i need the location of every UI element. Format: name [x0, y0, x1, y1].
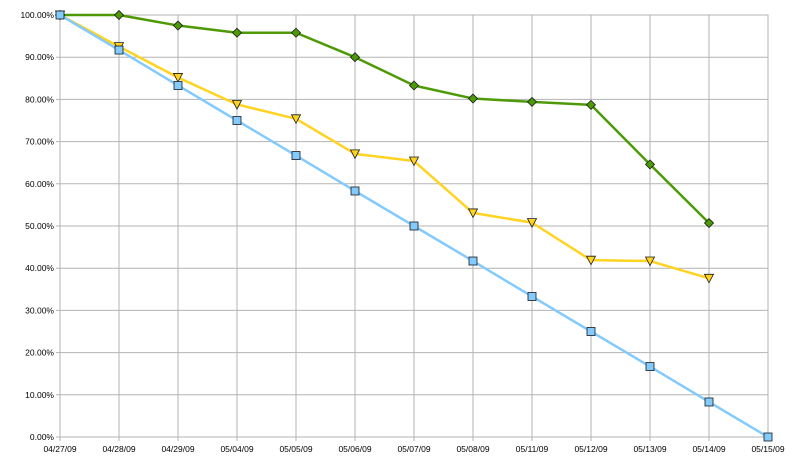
- series-1-point: [113, 9, 125, 21]
- series-1-point: [349, 52, 361, 63]
- y-axis-ticks: 0.00% 10.00% 20.00% 30.00% 40.00% 50.00% 60.00…: [20, 10, 60, 442]
- series-1-point: [231, 27, 243, 38]
- y-tick-label: 80.00%: [25, 94, 54, 104]
- series-1-point: [526, 96, 538, 107]
- series-2-point: [467, 208, 479, 219]
- y-tick-label: 70.00%: [25, 137, 54, 147]
- x-tick-label: 04/28/09: [102, 444, 135, 454]
- series-2-point: [526, 218, 538, 228]
- series-1-point: [290, 27, 302, 38]
- series-3-point: [468, 256, 478, 266]
- x-tick-label: 04/27/09: [43, 444, 76, 454]
- series-2-point: [349, 149, 361, 160]
- y-tick-label: 30.00%: [25, 305, 54, 315]
- y-tick-label: 60.00%: [25, 179, 54, 189]
- x-tick-label: 05/14/09: [692, 444, 725, 454]
- x-axis-ticks: 04/27/09 04/28/09 04/29/09 05/04/09 05/05/09…: [43, 437, 785, 454]
- x-tick-label: 05/12/09: [574, 444, 607, 454]
- series-2-line: [59, 13, 710, 280]
- y-tick-label: 0.00%: [30, 432, 55, 442]
- x-tick-label: 05/07/09: [397, 444, 430, 454]
- y-tick-label: 50.00%: [25, 221, 54, 231]
- x-tick-label: 05/08/09: [456, 444, 489, 454]
- y-tick-label: 10.00%: [25, 390, 54, 400]
- y-tick-label: 20.00%: [25, 348, 54, 358]
- series-3-point: [350, 186, 360, 196]
- series-1-point: [703, 217, 715, 229]
- series-2-point: [231, 100, 243, 110]
- x-tick-label: 05/15/09: [751, 444, 784, 454]
- x-tick-label: 05/11/09: [516, 444, 549, 454]
- series-1-point: [585, 99, 597, 110]
- series-1-point: [408, 80, 420, 91]
- series-2-point: [408, 156, 420, 167]
- series-group: [54, 9, 773, 442]
- series-3-point: [704, 397, 714, 407]
- y-tick-label: 100.00%: [20, 10, 54, 20]
- series-2-point: [172, 73, 184, 83]
- series-3-point: [527, 292, 537, 301]
- y-tick-label: 40.00%: [25, 263, 54, 273]
- series-1-point: [172, 20, 184, 31]
- series-3-point: [173, 81, 183, 90]
- series-2-point: [703, 273, 715, 284]
- y-tick-label: 90.00%: [25, 52, 54, 62]
- series-1-point: [467, 93, 479, 104]
- series-2-point: [644, 256, 656, 267]
- x-tick-label: 05/05/09: [279, 444, 312, 454]
- series-3-point: [586, 327, 596, 336]
- series-3-point: [409, 221, 419, 231]
- series-3-point: [645, 362, 655, 371]
- x-tick-label: 05/06/09: [338, 444, 371, 454]
- series-3-point: [291, 151, 301, 160]
- x-tick-label: 04/29/09: [161, 444, 194, 454]
- x-tick-label: 05/04/09: [220, 444, 253, 454]
- series-2-point: [585, 255, 597, 266]
- x-tick-label: 05/13/09: [633, 444, 666, 454]
- series-1-line: [60, 13, 710, 224]
- series-1-point: [644, 159, 656, 170]
- series-2-point: [290, 114, 302, 125]
- series-3-point: [114, 45, 124, 55]
- series-3-point: [55, 10, 65, 20]
- series-3-point: [763, 432, 773, 442]
- series-3-point: [232, 116, 242, 125]
